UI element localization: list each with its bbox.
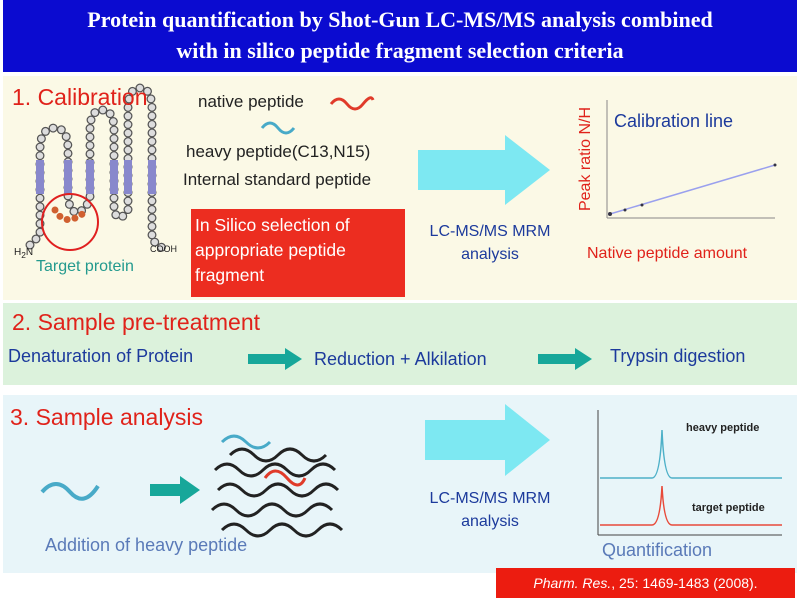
peptide-mixture [210, 434, 344, 538]
selection-box: In Silico selection of appropriate pepti… [191, 209, 405, 297]
label: analysis [461, 246, 519, 263]
heavy-peptide-icon [40, 482, 100, 501]
analysis-label: LC-MS/MS MRM analysis [410, 220, 570, 266]
calibration-chart [606, 100, 777, 219]
label: fragment [195, 265, 265, 285]
label: Addition of heavy peptide [45, 535, 248, 555]
label: Target protein [36, 258, 134, 275]
step: Trypsin digestion [610, 346, 746, 366]
citation: Pharm. Res., 25: 1469-1483 (2008). [496, 568, 795, 598]
title-box [3, 0, 797, 72]
heavy-peptide-icon [260, 121, 296, 135]
terminus-label: H2N [14, 247, 33, 260]
journal: Pharm. Res. [533, 575, 612, 591]
step-arrows [150, 348, 592, 504]
arrow [425, 404, 550, 476]
y-axis-label: Peak ratio N/H [577, 106, 594, 212]
analysis-label: LC-MS/MS MRM analysis [410, 487, 570, 533]
text: H [14, 247, 22, 258]
title-line: with in silico peptide fragment selectio… [176, 38, 624, 63]
label: native peptide [198, 92, 304, 111]
text: N [25, 247, 34, 258]
step: Reduction + Alkilation [314, 349, 487, 369]
title-line: Protein quantification by Shot-Gun LC-MS… [87, 7, 713, 32]
arrow [418, 135, 550, 205]
pretreatment-panel [3, 303, 797, 385]
protein-drawing [25, 83, 170, 255]
label: LC-MS/MS MRM [429, 490, 551, 507]
step: Denaturation of Protein [8, 346, 194, 366]
label: LC-MS/MS MRM [429, 223, 551, 240]
label: Quantification [602, 540, 713, 560]
chart-title: Calibration line [614, 111, 734, 131]
trace-label: target peptide [692, 502, 765, 514]
text: 2 [21, 250, 26, 260]
title: Protein quantification by Shot-Gun LC-MS… [3, 4, 797, 66]
label: appropriate peptide [195, 240, 346, 260]
label: In Silico selection of [195, 215, 350, 235]
terminus-label: COOH [150, 244, 177, 254]
native-peptide-icon [329, 96, 375, 111]
section-heading: 1. Calibration [12, 84, 148, 110]
x-axis-label: Native peptide amount [587, 245, 748, 262]
label: Internal standard peptide [183, 170, 372, 189]
section-heading: 2. Sample pre-treatment [12, 309, 261, 335]
analysis-panel [3, 395, 797, 573]
text: , 25: 1469-1483 (2008). [611, 575, 758, 591]
section-heading: 3. Sample analysis [10, 404, 204, 430]
label: analysis [461, 513, 519, 530]
chromatogram [597, 410, 782, 536]
trace-label: heavy peptide [686, 422, 760, 434]
label: heavy peptide(C13,N15) [186, 142, 371, 161]
